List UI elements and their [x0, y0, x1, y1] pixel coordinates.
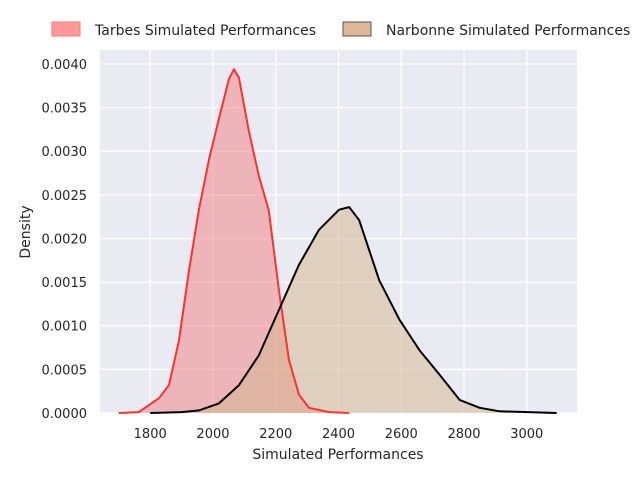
legend: Tarbes Simulated Performances Narbonne Si…	[51, 21, 630, 39]
y-tick-label: 0.0020	[42, 232, 88, 247]
y-axis-label: Density	[18, 205, 34, 258]
y-tick-label: 0.0000	[42, 407, 88, 422]
y-tick-label: 0.0035	[42, 102, 88, 117]
density-line-1	[150, 206, 557, 414]
legend-label: Tarbes Simulated Performances	[94, 23, 316, 39]
density-line-0	[118, 68, 350, 414]
legend-swatch	[342, 21, 372, 37]
y-tick-label: 0.0030	[42, 145, 88, 160]
legend-swatch	[51, 21, 81, 37]
density-fill-0	[118, 69, 350, 413]
density-fill-1	[150, 207, 557, 413]
x-tick-label: 3000	[510, 427, 543, 442]
x-tick-label: 2000	[196, 427, 229, 442]
legend-label: Narbonne Simulated Performances	[386, 23, 630, 39]
x-axis-label: Simulated Performances	[252, 447, 423, 463]
x-tick-label: 2800	[447, 427, 480, 442]
x-tick-label: 1800	[134, 427, 167, 442]
y-tick-label: 0.0005	[42, 363, 88, 378]
x-tick-label: 2200	[259, 427, 292, 442]
y-tick-label: 0.0040	[42, 58, 88, 73]
y-tick-label: 0.0010	[42, 320, 88, 335]
x-tick-label: 2600	[385, 427, 418, 442]
x-tick-label: 2400	[322, 427, 355, 442]
y-tick-label: 0.0015	[42, 276, 88, 291]
y-tick-label: 0.0025	[42, 189, 88, 204]
